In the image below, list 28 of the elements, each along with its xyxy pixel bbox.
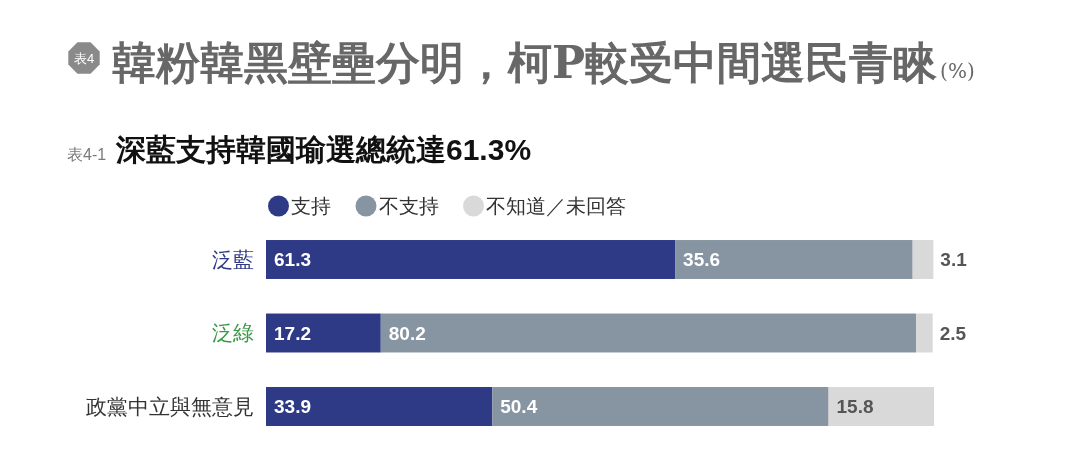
y-tick-label: 泛藍 (212, 247, 254, 271)
bar (266, 387, 493, 426)
data-label: 15.8 (836, 396, 874, 418)
data-label: 61.3 (274, 249, 311, 271)
legend-label: 支持 (291, 195, 331, 217)
chart-subtitle: 深藍支持韓國瑜選總統達61.3% (115, 133, 532, 166)
data-label: 2.5 (939, 322, 967, 344)
legend-label: 不支持 (378, 195, 439, 217)
bar (266, 240, 676, 279)
y-tick-label: 政黨中立與無意見 (86, 394, 254, 418)
data-label: 33.9 (274, 396, 311, 418)
bar (675, 240, 913, 279)
chart-title: 韓粉韓黑壁壘分明，柯P較受中間選民青睞(%) (112, 37, 975, 88)
data-label: 35.6 (683, 249, 721, 271)
bar (492, 387, 829, 426)
text: 表4-1 (67, 146, 107, 163)
data-label: 17.2 (274, 322, 311, 344)
data-label: 80.2 (388, 322, 426, 344)
bar (912, 240, 934, 279)
y-tick-label: 泛綠 (212, 321, 254, 345)
bar (380, 313, 916, 353)
text: 表4 (73, 50, 95, 66)
legend-label: 不知道／未回答 (486, 195, 626, 217)
bar (828, 387, 934, 426)
bar (266, 313, 381, 353)
bar (915, 313, 933, 353)
data-label: 50.4 (500, 396, 538, 418)
data-label: 3.1 (940, 249, 968, 271)
